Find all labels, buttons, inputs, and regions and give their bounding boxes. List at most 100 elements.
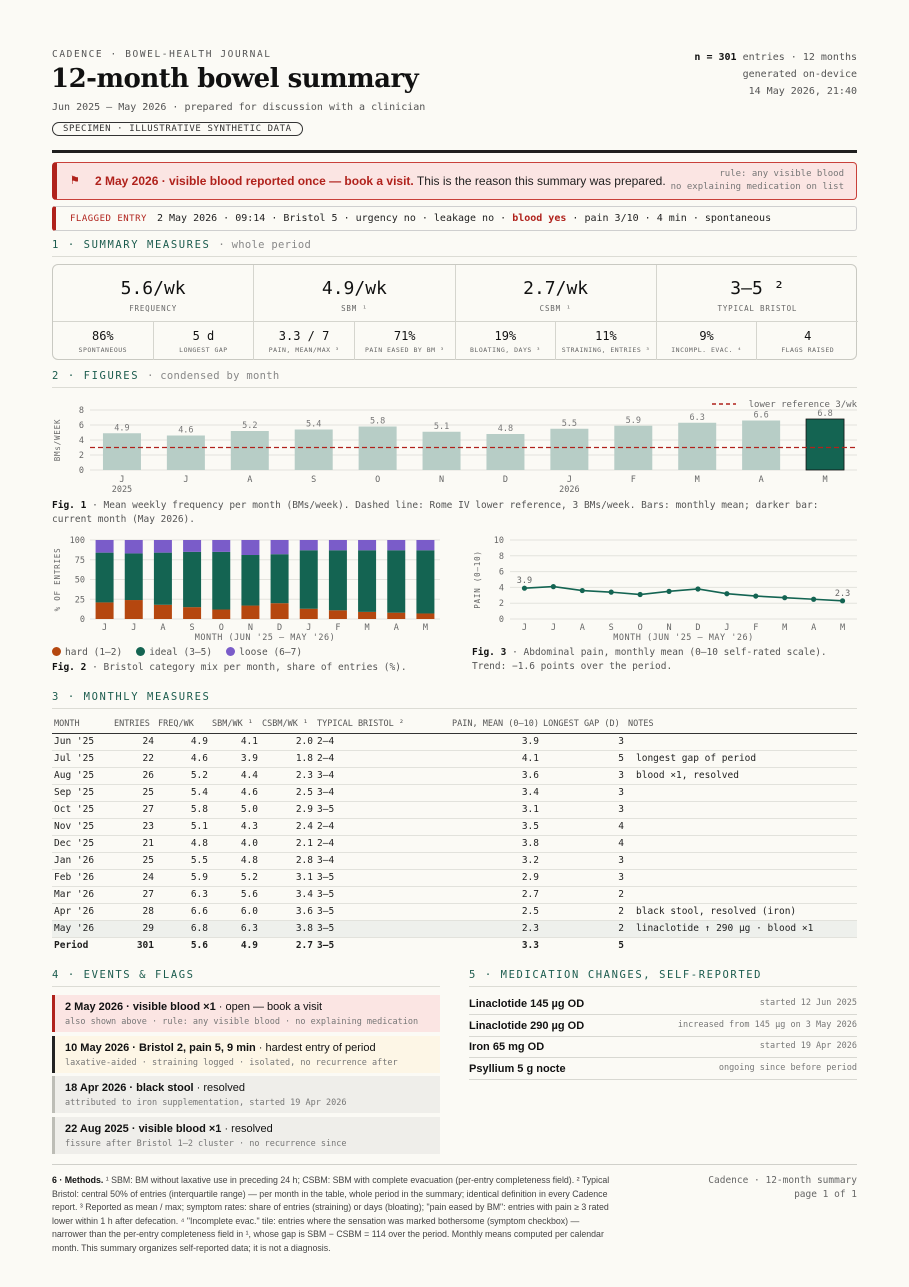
summary-sublabel: BLOATING, DAYS ³ bbox=[470, 346, 541, 354]
stacked-bar-segment bbox=[95, 540, 114, 553]
stacked-bar-segment bbox=[124, 600, 143, 619]
table-cell: 3.9 bbox=[433, 733, 541, 751]
section-summary-sub: · whole period bbox=[218, 239, 312, 251]
table-cell: 28 bbox=[112, 903, 156, 921]
entry-count: n = 301 bbox=[694, 52, 737, 63]
table-cell: 5.9 bbox=[156, 868, 210, 887]
table-cell: 5.6 bbox=[210, 886, 260, 904]
table-cell: 25 bbox=[112, 852, 156, 870]
methods-label: 6 · Methods. bbox=[52, 1175, 104, 1185]
medication-name: Linaclotide 145 µg OD bbox=[469, 998, 585, 1010]
table-cell: 4.3 bbox=[210, 818, 260, 836]
y-tick-label: 0 bbox=[80, 615, 85, 625]
medication-name: Psyllium 5 g nocte bbox=[469, 1062, 566, 1075]
table-cell: 2.7 bbox=[295, 940, 313, 952]
x-tick-label: M bbox=[822, 475, 827, 485]
table-cell: 4.1 bbox=[433, 750, 541, 768]
summary-subvalue: 5 d bbox=[192, 329, 215, 343]
table-cell bbox=[626, 784, 857, 802]
table-cell: Jun '25 bbox=[52, 733, 112, 751]
x-tick-label: S bbox=[609, 623, 614, 633]
event-title-bold: 10 May 2026 · Bristol 2, pain 5, 9 min bbox=[65, 1042, 256, 1054]
table-cell: 2.5 bbox=[433, 903, 541, 921]
table-row: May '26 29 6.8 6.3 3.8 3–5 2.3 2 linaclotide ↑ 2… bbox=[52, 920, 857, 938]
medication-row: Linaclotide 145 µg OD started 12 Jun 2025 bbox=[469, 994, 857, 1015]
table-cell: 2 bbox=[541, 886, 626, 904]
table-cell: 2.3 bbox=[433, 920, 541, 938]
summary-sublabel: STRAINING, ENTRIES ³ bbox=[561, 346, 651, 354]
alert-banner: ⚑ 2 May 2026 · visible blood reported on… bbox=[52, 162, 857, 200]
table-cell: Feb '26 bbox=[52, 868, 112, 887]
x-tick-label: N bbox=[666, 623, 671, 633]
alert-rule-line-1: rule: any visible blood bbox=[719, 169, 844, 179]
x-axis-label: MONTH (JUN '25 – MAY '26) bbox=[613, 633, 753, 643]
x-tick-label: A bbox=[580, 623, 585, 633]
x-tick-label: J bbox=[183, 475, 188, 485]
summary-sublabel: PAIN, MEAN/MAX ³ bbox=[268, 346, 340, 354]
table-cell: 5.2 bbox=[210, 868, 260, 887]
bar bbox=[102, 433, 141, 470]
event-status: · hardest entry of period bbox=[255, 1042, 376, 1054]
table-row: Oct '25 27 5.8 5.0 2.9 3–5 3.1 3 bbox=[52, 801, 857, 819]
table-cell: 3.6 bbox=[260, 903, 315, 921]
section-medications-heading: 5 · MEDICATION CHANGES, SELF-REPORTED bbox=[469, 969, 857, 987]
summary-sublabel: SPONTANEOUS bbox=[78, 346, 128, 354]
bar bbox=[294, 429, 333, 470]
column-header: CSBM/WK ¹ bbox=[260, 716, 315, 734]
table-cell: black stool, resolved (iron) bbox=[626, 903, 857, 921]
table-cell: 4.4 bbox=[210, 767, 260, 785]
table-cell: blood ×1, resolved bbox=[626, 767, 857, 785]
alert-rule-line-2: no explaining medication on list bbox=[670, 182, 844, 192]
summary-label: FREQUENCY bbox=[129, 304, 178, 313]
table-cell: 3–5 bbox=[315, 886, 433, 904]
x-tick-label: A bbox=[160, 623, 165, 633]
table-cell: 26 bbox=[112, 767, 156, 785]
legend-swatch bbox=[226, 647, 236, 656]
table-cell: 2.3 bbox=[260, 767, 315, 785]
table-row: Nov '25 23 5.1 4.3 2.4 2–4 3.5 4 bbox=[52, 818, 857, 836]
bar-value-label: 4.6 bbox=[178, 426, 193, 436]
data-point bbox=[724, 591, 730, 597]
summary-subtile: 4 FLAGS RAISED bbox=[757, 322, 858, 360]
y-tick-label: 50 bbox=[75, 576, 85, 586]
page-subtitle: Jun 2025 — May 2026 · prepared for discu… bbox=[52, 102, 426, 113]
stacked-bar-segment bbox=[299, 540, 318, 551]
medication-row: Linaclotide 290 µg OD increased from 145 … bbox=[469, 1016, 857, 1037]
y-tick-label: 25 bbox=[75, 595, 85, 605]
x-tick-label: J bbox=[102, 623, 107, 633]
stacked-bar-segment bbox=[124, 540, 143, 554]
table-cell: May '26 bbox=[52, 920, 112, 938]
table-cell: Apr '26 bbox=[52, 903, 112, 921]
x-tick-label: O bbox=[375, 475, 380, 485]
bar-value-label: 5.1 bbox=[434, 422, 449, 432]
stacked-bar-segment bbox=[212, 540, 231, 552]
event-card: 18 Apr 2026 · black stool · resolved attr… bbox=[52, 1076, 440, 1113]
summary-subvalue: 86% bbox=[91, 329, 114, 343]
table-cell: 3.6 bbox=[433, 767, 541, 785]
data-point bbox=[666, 588, 672, 594]
bar bbox=[742, 420, 781, 470]
table-cell: Nov '25 bbox=[52, 818, 112, 836]
data-point bbox=[521, 585, 528, 591]
table-cell: 3 bbox=[541, 767, 626, 785]
figure-1-caption-label: Fig. 1 bbox=[52, 500, 87, 511]
table-cell: 2–4 bbox=[315, 733, 433, 751]
table-cell: 3–5 bbox=[317, 940, 335, 952]
summary-subtile: 5 d LONGEST GAP bbox=[154, 322, 255, 360]
medication-name: Linaclotide 290 µg OD bbox=[469, 1019, 585, 1032]
medication-detail: ongoing since before period bbox=[718, 1062, 857, 1073]
table-cell: 25 bbox=[112, 784, 156, 802]
column-header: ENTRIES bbox=[112, 716, 156, 734]
medication-detail: started 19 Apr 2026 bbox=[759, 1041, 857, 1051]
section-figures-heading: 2 · FIGURES · condensed by month bbox=[52, 370, 857, 388]
table-cell: 5.2 bbox=[156, 767, 210, 785]
table-cell bbox=[626, 937, 857, 954]
bar bbox=[422, 431, 461, 470]
table-row: Apr '26 28 6.6 6.0 3.6 3–5 2.5 2 black stool, re… bbox=[52, 903, 857, 921]
section-figures-sub: · condensed by month bbox=[147, 370, 280, 382]
summary-subtile: 9% INCOMPL. EVAC. ⁴ bbox=[657, 322, 758, 360]
specimen-badge: SPECIMEN · ILLUSTRATIVE SYNTHETIC DATA bbox=[52, 122, 303, 136]
year-label: 2026 bbox=[559, 485, 579, 495]
summary-subvalue: 4 bbox=[804, 329, 812, 343]
table-cell: 2.5 bbox=[260, 784, 315, 802]
